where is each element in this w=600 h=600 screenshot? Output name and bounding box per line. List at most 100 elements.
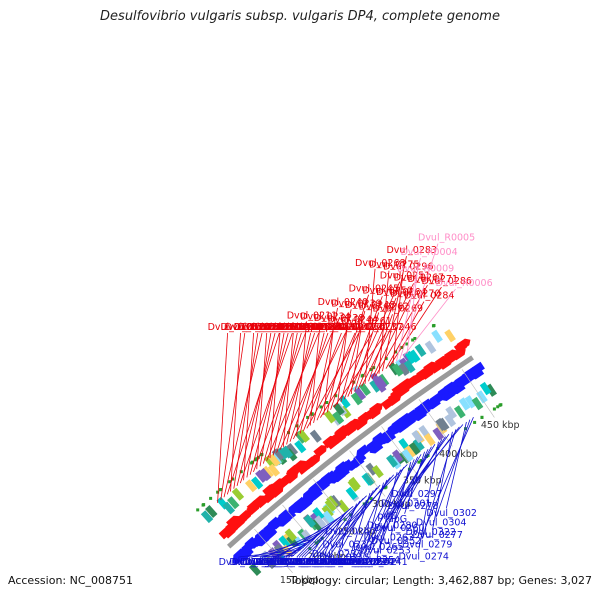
reverse-gene-label: Dvul_0175 <box>266 557 317 568</box>
forward-gene-label: Dvul_0283 <box>386 245 437 256</box>
category-block <box>374 379 387 393</box>
category-block <box>414 343 427 357</box>
category-block <box>371 464 384 479</box>
category-block <box>365 462 378 476</box>
label-leader-line <box>340 310 366 402</box>
label-leader-line <box>279 332 333 451</box>
label-leader-line <box>272 332 298 456</box>
reverse-gene-label: Dvul_0186 <box>293 557 344 568</box>
marker-dot <box>310 412 314 416</box>
label-leader-line <box>304 495 367 558</box>
forward-gene-label: Dvul_0108 <box>208 322 259 333</box>
reverse-gene-label: Dvul_0187 <box>282 557 333 568</box>
forward-gene-label: Dvul_0275 <box>369 260 420 271</box>
category-block <box>391 363 404 377</box>
category-block <box>309 429 322 443</box>
category-block <box>248 563 262 576</box>
label-leader-line <box>421 429 457 540</box>
forward-gene-label: Dvul_0211 <box>287 310 338 321</box>
forward-gene-label: Dvul_0262 <box>359 302 410 313</box>
reverse-gene-label: Dvul_0279 <box>402 539 453 550</box>
features-layer <box>218 338 485 564</box>
forward-gene-label: Dvul_0119 <box>259 322 310 333</box>
gene-labels-layer: Dvul_0108Dvul_0106Dvul_0113Dvul_0119Dvul… <box>208 233 493 568</box>
label-leader-line <box>289 332 329 442</box>
label-leader-line <box>317 484 381 558</box>
marker-dot <box>496 405 500 409</box>
marker-dot <box>325 400 329 404</box>
category-block <box>445 405 458 420</box>
label-leader-line <box>399 243 439 359</box>
category-block <box>285 442 299 457</box>
label-leader-line <box>386 434 450 521</box>
marker-dot <box>315 541 319 545</box>
marker-dot <box>369 368 373 372</box>
reverse-gene-label: engA <box>271 557 296 568</box>
label-leader-line <box>275 530 324 558</box>
label-leader-line <box>343 296 383 400</box>
category-block <box>458 397 471 411</box>
reverse-gene-label: Dvul_0274 <box>398 552 449 563</box>
forward-gene-label: Dvul_0173 <box>264 322 315 333</box>
marker-dot <box>405 342 409 346</box>
forward-gene-label: Dvul_0191 <box>312 322 363 333</box>
reverse-gene-label: Dvul_0177 <box>245 557 296 568</box>
label-leader-line <box>277 516 341 558</box>
label-leader-line <box>253 332 306 473</box>
reverse-gene-label: Dvul_0215 <box>319 552 370 563</box>
category-block <box>464 395 477 409</box>
label-leader-line <box>418 441 439 552</box>
label-leader-line <box>286 332 312 445</box>
marker-dot <box>349 513 353 517</box>
forward-gene-label: Dvul_0261 <box>341 316 392 327</box>
scale-tick <box>418 398 453 447</box>
label-leader-line <box>446 421 467 509</box>
category-block <box>403 359 416 374</box>
category-block <box>278 535 291 549</box>
reverse-gene-label: Dvul_0204 <box>285 557 336 568</box>
label-leader-line <box>431 431 453 530</box>
label-leader-line <box>355 466 405 558</box>
label-leader-line <box>323 323 335 416</box>
forward-gene-arrow <box>270 485 284 498</box>
label-leader-line <box>276 332 315 453</box>
forward-gene-label: rpsA <box>321 322 343 333</box>
forward-gene-label: Dvul_0184 <box>260 322 311 333</box>
forward-gene-label: Dvul_0269 <box>373 303 424 314</box>
label-leader-line <box>350 327 362 395</box>
category-block <box>301 529 314 543</box>
category-block <box>397 362 410 377</box>
label-leader-line <box>361 283 414 387</box>
forward-gene-label: Dvul_0284 <box>404 291 455 302</box>
category-block <box>423 432 436 447</box>
forward-gene-arrow <box>456 338 471 351</box>
category-block <box>332 402 345 416</box>
category-block <box>227 496 240 510</box>
reverse-gene-label: Dvul_0232 <box>322 539 373 550</box>
label-leader-line <box>403 288 456 357</box>
category-block <box>444 329 456 343</box>
reverse-gene-label: Dvul_0233 <box>312 549 363 560</box>
forward-gene-label: Dvul_0199 <box>291 322 342 333</box>
label-leader-line <box>223 332 263 498</box>
label-leader-line <box>243 332 254 481</box>
forward-gene-label: Dvul_0264 <box>376 287 427 298</box>
category-block <box>354 387 367 401</box>
label-leader-line <box>345 464 408 527</box>
label-leader-line <box>404 451 425 514</box>
marker-dot <box>499 403 503 407</box>
label-leader-line <box>270 556 291 559</box>
category-block <box>401 448 414 463</box>
forward-gene-label: Dvul_0231 <box>339 322 390 333</box>
label-leader-line <box>337 325 348 405</box>
reverse-gene-label: Dvul_0200 <box>317 557 368 568</box>
marker-dot <box>343 517 347 521</box>
reverse-gene-label: Dvul_0255 <box>339 557 390 568</box>
category-block <box>312 507 325 521</box>
category-block <box>250 476 264 490</box>
marker-dot <box>239 470 243 474</box>
label-leader-line <box>400 424 464 499</box>
category-block <box>391 449 404 463</box>
category-block <box>369 379 382 393</box>
forward-gene-label: Dvul_0132 <box>221 322 272 333</box>
